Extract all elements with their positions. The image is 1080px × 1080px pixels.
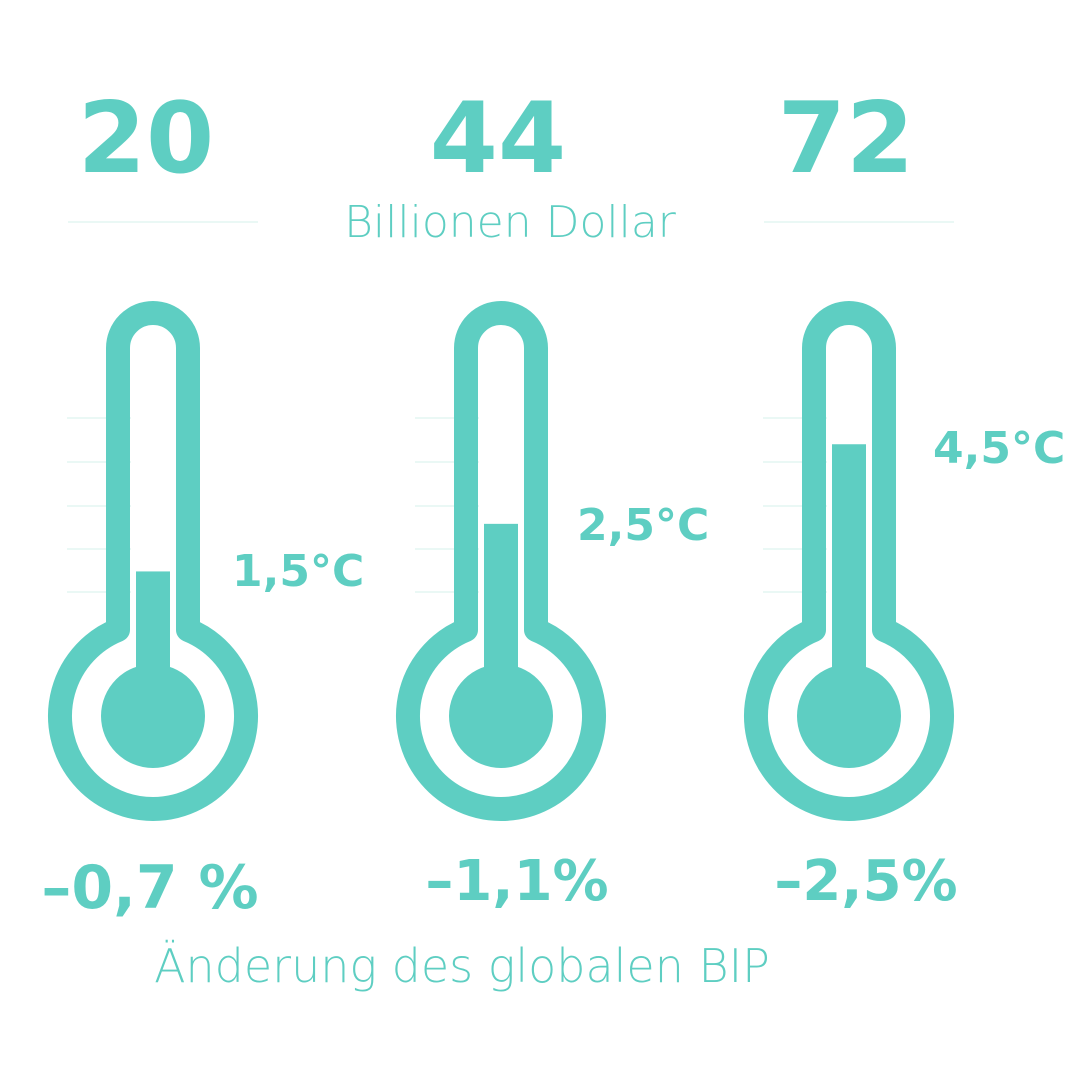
thermometer-3: 4,5°C — [744, 301, 1065, 821]
temperature-label: 4,5°C — [933, 423, 1065, 474]
header: 20 44 72 Billionen Dollar — [68, 82, 954, 248]
mercury-bulb — [449, 664, 553, 768]
footer-caption: Änderung des globalen BIP — [154, 939, 770, 993]
mercury-bulb — [101, 664, 205, 768]
thermometer-1: 1,5°C — [48, 301, 364, 821]
mercury-column — [832, 444, 866, 678]
mercury-column — [136, 571, 170, 678]
header-caption: Billionen Dollar — [344, 197, 677, 248]
cost-value-3: 72 — [778, 82, 914, 196]
temperature-label: 1,5°C — [232, 546, 364, 597]
tick-marks — [67, 417, 131, 593]
thermometer-outline — [48, 301, 258, 821]
gdp-change-3: –2,5% — [774, 849, 957, 914]
cost-value-2: 44 — [430, 82, 566, 196]
thermometer-2: 2,5°C — [396, 301, 709, 821]
footer: –0,7 % –1,1% –2,5% Änderung des globalen… — [41, 849, 957, 993]
thermometer-outline — [396, 301, 606, 821]
mercury-column — [484, 523, 518, 678]
mercury-bulb — [797, 664, 901, 768]
temperature-label: 2,5°C — [577, 500, 709, 551]
gdp-change-1: –0,7 % — [41, 853, 258, 923]
gdp-change-2: –1,1% — [425, 849, 608, 914]
cost-value-1: 20 — [78, 82, 214, 196]
thermometer-outline — [744, 301, 954, 821]
